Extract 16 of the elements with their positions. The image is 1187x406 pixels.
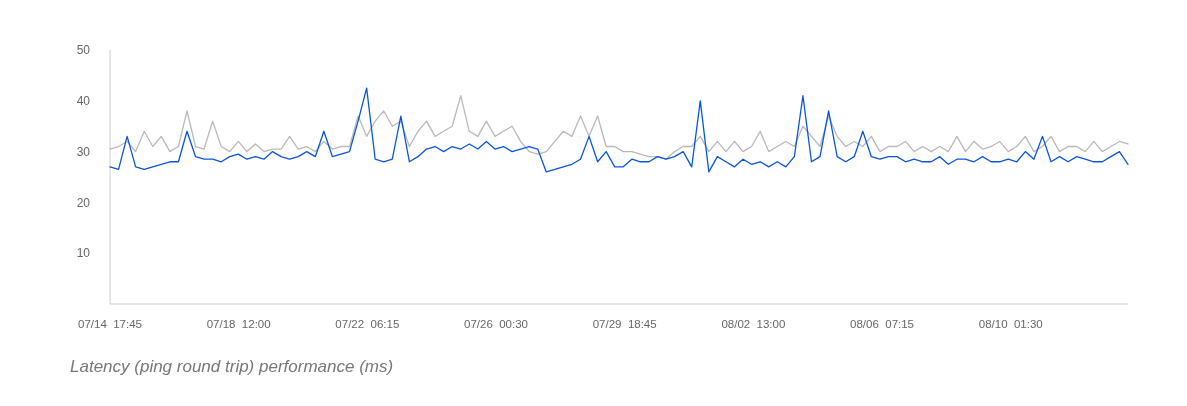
x-tick-label: 07/18 12:00 — [206, 318, 271, 330]
y-tick-label: 20 — [76, 195, 91, 210]
y-tick-label: 30 — [76, 144, 91, 159]
x-tick-label: 08/06 07:15 — [850, 318, 915, 330]
text: Latency (ping round trip) performance (ms) — [70, 357, 394, 376]
x-tick-label: 07/26 00:30 — [464, 318, 528, 330]
y-tick-label: 40 — [76, 94, 91, 108]
x-tick-label: 07/22 06:15 — [335, 318, 400, 330]
y-tick-label: 10 — [76, 246, 91, 261]
x-tick-label: 08/02 13:00 — [721, 318, 786, 330]
line-series — [109, 87, 1129, 173]
x-tick-label: 07/29 18:45 — [592, 318, 657, 330]
x-tick-label: 08/10 01:30 — [978, 318, 1043, 330]
x-tick-label: 07/14 17:45 — [78, 318, 142, 330]
y-tick-label: 50 — [76, 43, 91, 58]
line-series — [109, 95, 1129, 160]
